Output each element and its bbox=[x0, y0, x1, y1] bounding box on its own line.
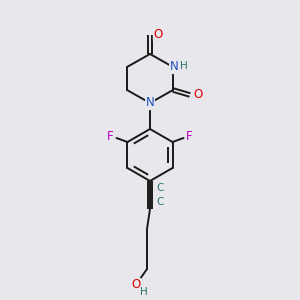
Text: O: O bbox=[153, 28, 163, 40]
Text: F: F bbox=[107, 130, 114, 143]
Text: N: N bbox=[146, 97, 154, 110]
Text: F: F bbox=[186, 130, 193, 143]
Text: O: O bbox=[194, 88, 202, 101]
Text: C: C bbox=[156, 197, 164, 207]
Text: H: H bbox=[180, 61, 188, 71]
Text: C: C bbox=[156, 183, 164, 193]
Text: N: N bbox=[169, 61, 178, 74]
Text: O: O bbox=[131, 278, 141, 292]
Text: H: H bbox=[140, 287, 148, 297]
